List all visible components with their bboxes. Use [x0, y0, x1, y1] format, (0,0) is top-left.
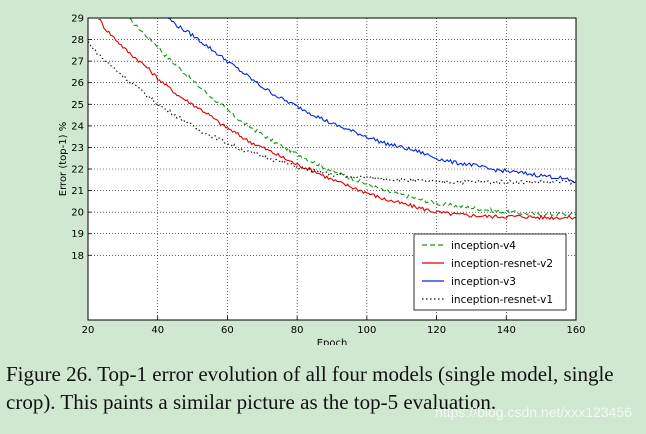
- x-tick-label: 20: [82, 325, 95, 336]
- y-tick-label: 26: [71, 78, 84, 89]
- x-tick-label: 60: [221, 325, 234, 336]
- x-tick-label: 80: [291, 325, 304, 336]
- y-tick-label: 18: [71, 251, 84, 262]
- plot-frame: [87, 17, 577, 321]
- legend-label: inception-resnet-v2: [451, 258, 553, 270]
- y-tick-label: 24: [71, 121, 84, 132]
- figure-caption: Figure 26. Top-1 error evolution of all …: [6, 362, 614, 414]
- legend-box: [413, 233, 567, 311]
- y-tick-label: 19: [71, 229, 84, 240]
- series-line-inception-resnet-v2: [98, 18, 576, 221]
- y-tick-label: 22: [71, 165, 84, 176]
- legend-label: inception-resnet-v1: [451, 294, 553, 306]
- x-tick-label: 120: [427, 325, 446, 336]
- chart-svg: 20 40 60 80 100 120 140 160 18 19 20 21 22 23 24 25 26 27…: [58, 14, 586, 346]
- x-tick-label: 160: [566, 325, 585, 336]
- chart: 20 40 60 80 100 120 140 160 18 19 20 21 22 23 24 25 26 27…: [58, 14, 586, 346]
- x-tick-label: 100: [357, 325, 376, 336]
- y-tick-label: 21: [71, 186, 84, 197]
- y-tick-label: 20: [71, 208, 84, 219]
- x-tick-label: 140: [497, 325, 516, 336]
- series-line-inception-v4: [129, 18, 576, 217]
- y-tick-label: 25: [71, 100, 84, 111]
- legend-label: inception-v3: [451, 276, 516, 288]
- y-axis-label: Error (top-1) %: [58, 122, 69, 196]
- y-tick-label: 29: [71, 14, 84, 25]
- y-tick-label: 28: [71, 35, 84, 46]
- legend-label: inception-v4: [451, 240, 516, 252]
- x-tick-label: 40: [151, 325, 164, 336]
- watermark: https://blog.csdn.net/xxx123456: [435, 404, 632, 420]
- x-axis-label: Epoch: [317, 338, 348, 345]
- y-tick-label: 27: [71, 57, 84, 68]
- y-tick-label: 23: [71, 143, 84, 154]
- series-line-inception-v3: [168, 18, 576, 184]
